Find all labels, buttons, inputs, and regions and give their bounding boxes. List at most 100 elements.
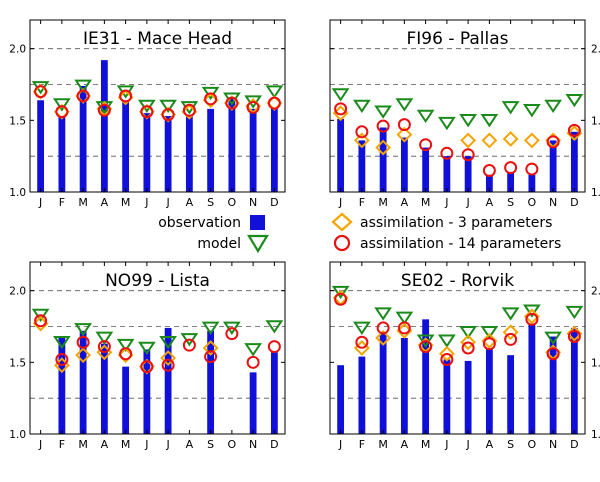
x-tick-label: F: [359, 196, 365, 209]
marker-model: [544, 99, 562, 114]
marker-assim14: [334, 292, 348, 306]
bar-observation: [79, 330, 87, 434]
marker-assim3: [438, 345, 455, 362]
marker-assim14: [119, 347, 133, 361]
x-tick-label: M: [78, 438, 88, 451]
marker-assim14: [546, 347, 560, 361]
marker-assim3: [353, 132, 370, 149]
marker-model: [374, 307, 392, 321]
x-tick-label: A: [401, 196, 409, 209]
marker-model: [523, 104, 541, 118]
bar-observation: [358, 356, 366, 434]
x-tick-label: A: [101, 196, 109, 209]
legend-marker-assim3: [331, 212, 353, 232]
marker-assim14: [204, 92, 218, 106]
marker-assim3: [32, 315, 49, 332]
marker-model: [265, 320, 284, 334]
marker-assim3: [117, 89, 134, 106]
marker-model: [459, 114, 477, 128]
y-tick-label: 2.0: [9, 286, 26, 298]
y-tick-label: 2.0: [9, 44, 26, 56]
marker-assim14: [182, 338, 196, 352]
x-tick-label: A: [186, 196, 194, 209]
marker-assim3: [523, 308, 540, 325]
x-tick-label: J: [144, 438, 148, 451]
bar-observation: [422, 319, 430, 434]
bar-observation: [122, 100, 130, 192]
marker-assim14: [140, 105, 154, 119]
legend-label-model: model: [197, 236, 241, 252]
x-tick-label: O: [228, 438, 237, 451]
bar-observation: [570, 327, 578, 434]
x-tick-label: A: [401, 438, 409, 451]
x-tick-label: J: [338, 196, 342, 209]
marker-assim14: [246, 100, 260, 114]
y-tick-label: 1.0: [591, 429, 600, 441]
marker-assim14: [525, 312, 539, 326]
x-tick-label: M: [421, 438, 431, 451]
marker-model: [565, 93, 584, 108]
x-tick-label: J: [144, 196, 148, 209]
y-tick-label: 1.5: [591, 115, 600, 127]
bar-observation: [528, 174, 536, 192]
marker-model: [53, 335, 71, 350]
marker-model: [53, 98, 71, 112]
axes-frame: [29, 19, 286, 193]
axes-frame: [329, 261, 586, 435]
marker-assim3: [502, 324, 519, 341]
bar-observation: [528, 323, 536, 434]
marker-assim14: [461, 148, 475, 162]
bar-observation: [379, 333, 387, 434]
marker-assim3: [375, 330, 392, 346]
x-tick-label: J: [444, 196, 448, 209]
marker-model: [395, 98, 414, 112]
legend-marker-assim14: [333, 234, 351, 252]
marker-assim3: [460, 334, 477, 351]
x-tick-label: D: [570, 438, 578, 451]
marker-assim14: [76, 89, 90, 103]
x-tick-label: O: [528, 196, 537, 209]
y-tick-label: 2.0: [591, 286, 600, 298]
marker-model: [416, 109, 435, 124]
bar-observation: [143, 113, 151, 192]
y-tick-label: 2.0: [591, 44, 600, 56]
marker-model: [331, 88, 350, 102]
x-tick-label: D: [570, 196, 578, 209]
marker-model: [201, 86, 220, 101]
legend: observation model assimilation - 3 param…: [158, 212, 561, 254]
marker-assim3: [481, 332, 498, 349]
bar-observation: [507, 171, 515, 192]
x-tick-label: S: [507, 438, 514, 451]
marker-assim3: [117, 347, 134, 364]
y-tick-label: 1.0: [9, 187, 26, 199]
bar-observation: [58, 116, 66, 192]
marker-assim14: [419, 340, 433, 354]
marker-model: [331, 285, 350, 300]
bar-observation: [507, 355, 515, 434]
panel-title: IE31 - Mace Head: [83, 29, 232, 49]
bar-observation: [485, 174, 493, 192]
bar-observation: [337, 365, 345, 434]
x-tick-label: M: [421, 196, 431, 209]
marker-model: [159, 335, 177, 350]
marker-assim3: [566, 125, 583, 142]
marker-assim14: [482, 164, 496, 177]
bar-observation: [464, 156, 472, 192]
x-tick-label: A: [486, 438, 494, 451]
x-tick-label: M: [378, 438, 388, 451]
panel-title: FI96 - Pallas: [407, 29, 509, 49]
marker-assim14: [525, 162, 539, 176]
marker-assim14: [182, 103, 196, 117]
marker-assim3: [375, 139, 392, 156]
marker-assim3: [523, 132, 540, 149]
x-tick-label: F: [359, 438, 365, 451]
bar-observation: [100, 60, 108, 193]
marker-assim14: [504, 161, 518, 175]
marker-assim3: [460, 132, 477, 149]
marker-model: [438, 334, 456, 348]
marker-model: [74, 79, 92, 93]
marker-assim14: [34, 85, 48, 99]
bar-observation: [58, 337, 66, 434]
x-tick-label: S: [207, 196, 214, 209]
